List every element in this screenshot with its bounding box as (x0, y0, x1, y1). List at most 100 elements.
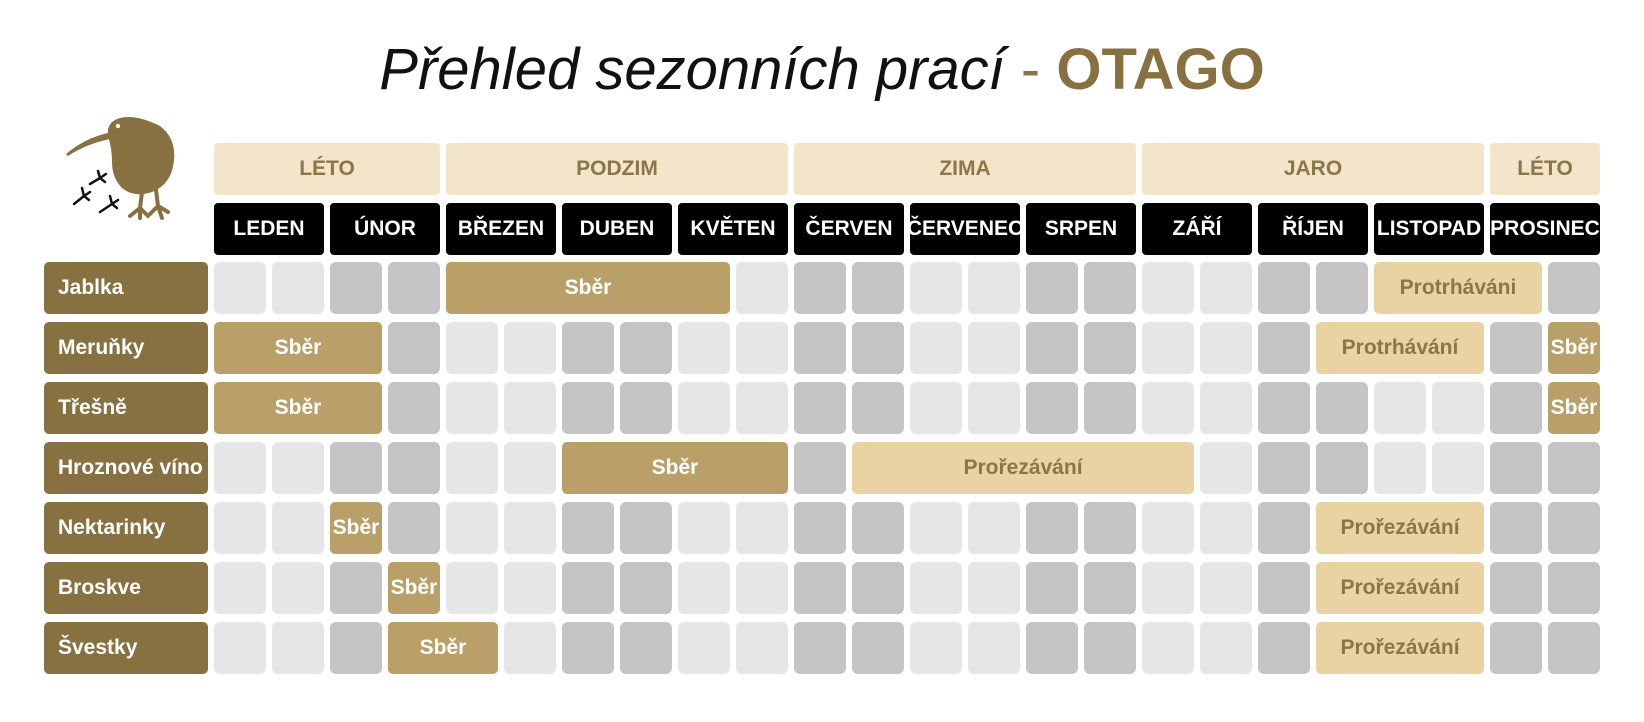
grid-cell (794, 322, 846, 374)
grid-cell (1142, 622, 1194, 674)
grid-cell (736, 622, 788, 674)
season-1: LÉTO (214, 143, 440, 195)
grid-cell (794, 382, 846, 434)
grid-cell (1200, 502, 1252, 554)
grid-cell (852, 322, 904, 374)
grid-cell (1374, 382, 1426, 434)
grid-cell (388, 442, 440, 494)
grid-cell (1084, 382, 1136, 434)
grid-cell (910, 562, 962, 614)
grid-cell (852, 622, 904, 674)
grid-cell (678, 502, 730, 554)
grid-cell (214, 562, 266, 614)
grid-cell (794, 622, 846, 674)
grid-cell (910, 262, 962, 314)
grid-cell (446, 502, 498, 554)
grid-cell (620, 322, 672, 374)
grid-cell (562, 622, 614, 674)
grid-cell (1142, 322, 1194, 374)
grid-cell (1084, 322, 1136, 374)
grid-cell (504, 622, 556, 674)
pruning-bar: Prořezávání (1316, 622, 1484, 674)
title-separator: - (1004, 37, 1057, 102)
grid-cell (736, 502, 788, 554)
season-5: LÉTO (1490, 143, 1600, 195)
month-header: BŘEZEN (446, 203, 556, 255)
grid-cell (504, 382, 556, 434)
grid-cell (968, 322, 1020, 374)
grid-cell (1200, 382, 1252, 434)
grid-cell (1142, 262, 1194, 314)
harvest-bar: Sběr (388, 562, 440, 614)
grid-cell (794, 262, 846, 314)
grid-cell (1084, 562, 1136, 614)
grid-cell (968, 622, 1020, 674)
grid-cell (620, 502, 672, 554)
grid-cell (1026, 262, 1078, 314)
kiwi-bird-icon (66, 117, 175, 220)
month-header: KVĚTEN (678, 203, 788, 255)
grid-cell (1026, 382, 1078, 434)
grid-cell (214, 442, 266, 494)
month-header: SRPEN (1026, 203, 1136, 255)
grid-cell (1200, 622, 1252, 674)
grid-cell (330, 622, 382, 674)
grid-cell (272, 262, 324, 314)
grid-cell (620, 562, 672, 614)
grid-cell (620, 382, 672, 434)
pruning-bar: Prořezávání (852, 442, 1194, 494)
grid-cell (1548, 442, 1600, 494)
harvest-bar: Sběr (214, 322, 382, 374)
page-title: Přehled sezonních prací - OTAGO (0, 30, 1644, 110)
grid-cell (1316, 262, 1368, 314)
row-label: Hroznové víno (44, 442, 208, 494)
grid-cell (678, 382, 730, 434)
grid-cell (562, 562, 614, 614)
harvest-bar: Sběr (1548, 382, 1600, 434)
grid-cell (1258, 562, 1310, 614)
grid-cell (446, 442, 498, 494)
grid-cell (272, 622, 324, 674)
season-2: PODZIM (446, 143, 788, 195)
grid-cell (214, 262, 266, 314)
grid-cell (1432, 382, 1484, 434)
grid-cell (1432, 442, 1484, 494)
harvest-bar: Sběr (388, 622, 498, 674)
grid-cell (1490, 502, 1542, 554)
title-region: OTAGO (1056, 37, 1265, 102)
grid-cell (852, 562, 904, 614)
grid-cell (330, 262, 382, 314)
grid-cell (1084, 622, 1136, 674)
grid-cell (1142, 382, 1194, 434)
grid-cell (1200, 262, 1252, 314)
grid-cell (388, 322, 440, 374)
season-3: ZIMA (794, 143, 1136, 195)
row-label: Meruňky (44, 322, 208, 374)
grid-cell (1142, 562, 1194, 614)
grid-cell (678, 562, 730, 614)
row-label: Třešně (44, 382, 208, 434)
pruning-bar: Protrháváni (1374, 262, 1542, 314)
title-main: Přehled sezonních prací (379, 37, 1005, 102)
grid-cell (736, 322, 788, 374)
month-header: LEDEN (214, 203, 324, 255)
grid-cell (736, 562, 788, 614)
grid-cell (1316, 382, 1368, 434)
grid-cell (388, 262, 440, 314)
grid-cell (504, 502, 556, 554)
grid-cell (562, 502, 614, 554)
grid-cell (910, 502, 962, 554)
harvest-bar: Sběr (330, 502, 382, 554)
grid-cell (1084, 502, 1136, 554)
grid-cell (620, 622, 672, 674)
grid-cell (446, 322, 498, 374)
grid-cell (446, 382, 498, 434)
grid-cell (794, 442, 846, 494)
grid-cell (1200, 562, 1252, 614)
harvest-bar: Sběr (562, 442, 788, 494)
pruning-bar: Prořezávání (1316, 562, 1484, 614)
row-label: Broskve (44, 562, 208, 614)
grid-cell (794, 502, 846, 554)
grid-cell (852, 262, 904, 314)
grid-cell (388, 502, 440, 554)
